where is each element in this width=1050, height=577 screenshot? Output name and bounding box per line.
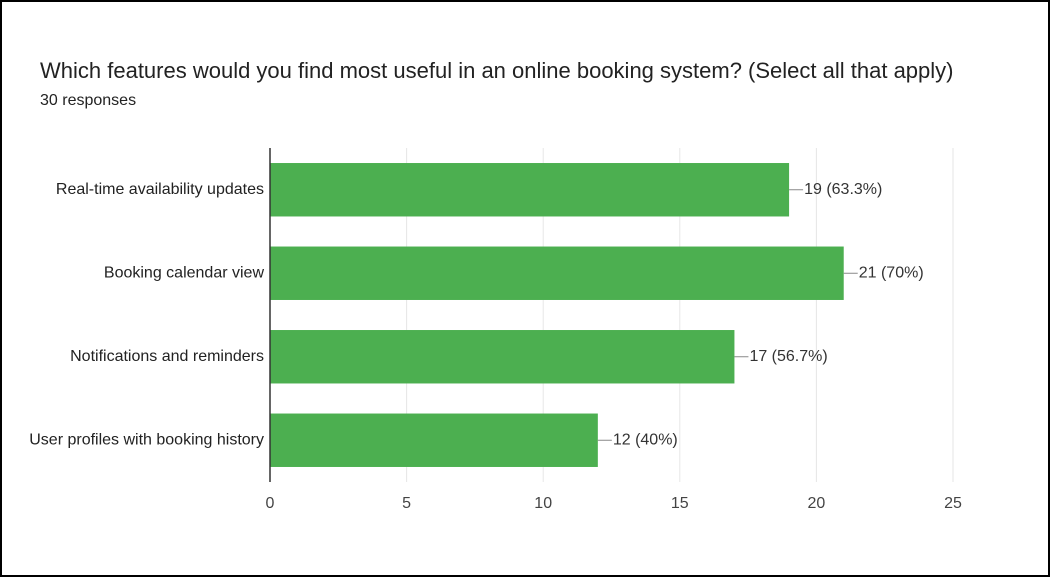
chart-title: Which features would you find most usefu… <box>40 58 953 83</box>
bar <box>270 330 735 384</box>
y-tick-label: Real-time availability updates <box>56 181 264 198</box>
data-label: 12 (40%) <box>613 431 678 448</box>
bar <box>270 246 844 300</box>
x-tick-label: 5 <box>402 495 411 512</box>
x-tick-label: 25 <box>944 495 962 512</box>
bar <box>270 163 790 217</box>
data-label: 19 (63.3%) <box>804 181 882 198</box>
x-tick-label: 15 <box>671 495 689 512</box>
x-tick-label: 10 <box>534 495 552 512</box>
x-tick-label: 0 <box>266 495 275 512</box>
y-tick-label: User profiles with booking history <box>29 431 264 448</box>
bar <box>270 413 598 467</box>
data-label: 21 (70%) <box>859 264 924 281</box>
data-label: 17 (56.7%) <box>749 348 827 365</box>
y-tick-label: Booking calendar view <box>104 264 265 281</box>
y-tick-label: Notifications and reminders <box>70 348 264 365</box>
chart-subtitle: 30 responses <box>40 92 136 109</box>
x-tick-label: 20 <box>808 495 826 512</box>
